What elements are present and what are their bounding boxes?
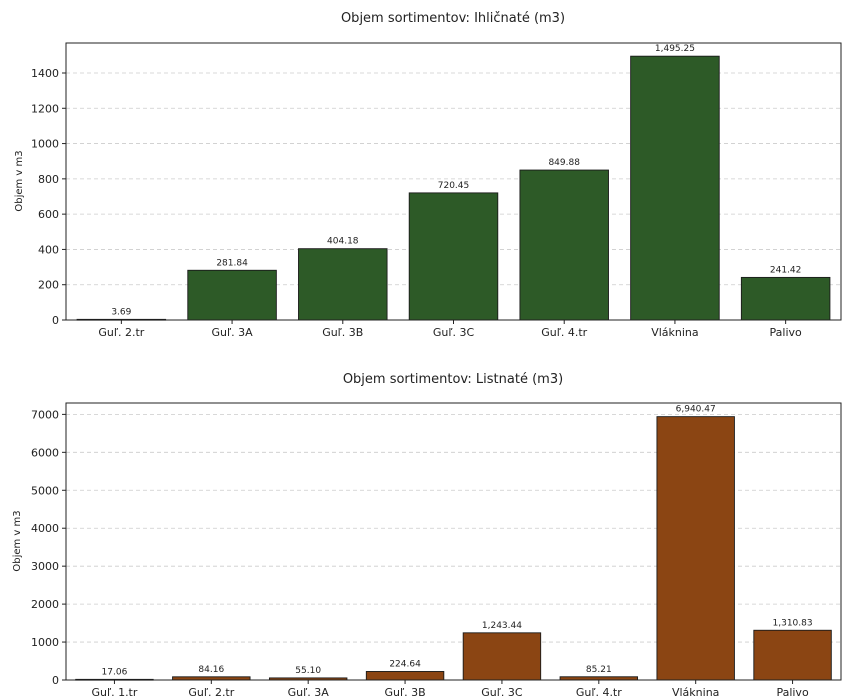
data-label: 3.69 (111, 307, 131, 317)
x-tick-label: Guľ. 4.tr (576, 686, 622, 699)
y-tick-label: 6000 (31, 446, 59, 459)
bar (740, 276, 831, 321)
x-tick-label: Guľ. 4.tr (541, 326, 587, 339)
chart-title: Objem sortimentov: Ihličnaté (m3) (341, 11, 565, 26)
plot-frame (65, 402, 842, 681)
data-label: 1,310.83 (773, 618, 813, 628)
bars (76, 55, 831, 321)
y-tick-label: 800 (38, 173, 59, 186)
data-label: 224.64 (389, 659, 421, 669)
bar (187, 269, 277, 321)
x-tick-label: Guľ. 2.tr (188, 686, 234, 699)
x-tick-label: Palivo (770, 326, 803, 339)
x-tick-label: Guľ. 1.tr (91, 686, 137, 699)
data-label: 720.45 (438, 181, 470, 191)
bars (75, 416, 832, 681)
y-tick-label: 1200 (31, 102, 59, 115)
data-label: 85.21 (586, 665, 612, 675)
x-tick-label: Guľ. 3C (481, 686, 523, 699)
y-axis-label: Objem v m3 (14, 150, 25, 211)
bar (630, 55, 720, 321)
x-tick-label: Guľ. 3A (288, 686, 330, 699)
y-tick-label: 2000 (31, 598, 59, 611)
plot-frame (65, 42, 842, 321)
data-label: 84.16 (198, 665, 224, 675)
y-tick-label: 1000 (31, 636, 59, 649)
bar (408, 192, 499, 321)
bar (298, 248, 388, 321)
y-tick-label: 400 (38, 243, 59, 256)
bar (365, 671, 445, 681)
x-tick-label: Palivo (776, 686, 809, 699)
x-tick-label: Vláknina (672, 686, 719, 699)
axes: 0 200 400 600 800 1000 1200 1400 Guľ. 2.tr Guľ. 3… (31, 42, 842, 339)
x-tick-label: Vláknina (651, 326, 698, 339)
data-labels: 3.69 281.84 404.18 720.45 849.88 1,495.25 241.… (111, 44, 801, 317)
y-tick-label: 0 (52, 314, 59, 327)
y-tick-label: 7000 (31, 408, 59, 421)
data-label: 55.10 (295, 666, 321, 676)
y-tick-label: 4000 (31, 522, 59, 535)
chart-title: Objem sortimentov: Listnaté (m3) (343, 372, 563, 387)
x-tick-label: Guľ. 3C (433, 326, 475, 339)
axes: 0 1000 2000 3000 4000 5000 6000 7000 Guľ. 1.tr Gu… (31, 402, 842, 699)
data-label: 1,243.44 (482, 621, 522, 631)
y-tick-label: 1000 (31, 138, 59, 151)
y-axis-label: Objem v m3 (12, 510, 23, 571)
x-tick-label: Guľ. 3B (322, 326, 363, 339)
chart-coniferous: Objem sortimentov: Ihličnaté (m3) Objem … (14, 11, 842, 339)
y-tick-label: 0 (52, 674, 59, 687)
x-tick-label: Guľ. 3A (212, 326, 254, 339)
data-label: 1,495.25 (655, 44, 695, 54)
bar (462, 632, 542, 681)
data-label: 281.84 (216, 258, 248, 268)
data-label: 404.18 (327, 237, 359, 247)
data-label: 241.42 (770, 265, 802, 275)
data-label: 17.06 (102, 667, 128, 677)
bar (656, 416, 735, 681)
y-tick-label: 5000 (31, 484, 59, 497)
chart-deciduous: Objem sortimentov: Listnaté (m3) Objem v… (12, 372, 842, 699)
x-tick-label: Guľ. 3B (384, 686, 425, 699)
y-tick-label: 1400 (31, 67, 59, 80)
bar (753, 629, 832, 681)
y-tick-label: 200 (38, 279, 59, 292)
data-label: 849.88 (548, 158, 580, 168)
y-tick-label: 3000 (31, 560, 59, 573)
data-label: 6,940.47 (676, 405, 716, 415)
x-tick-label: Guľ. 2.tr (98, 326, 144, 339)
bar (519, 169, 609, 321)
y-tick-label: 600 (38, 208, 59, 221)
data-labels: 17.06 84.16 55.10 224.64 1,243.44 85.21 6,940.… (102, 405, 813, 678)
